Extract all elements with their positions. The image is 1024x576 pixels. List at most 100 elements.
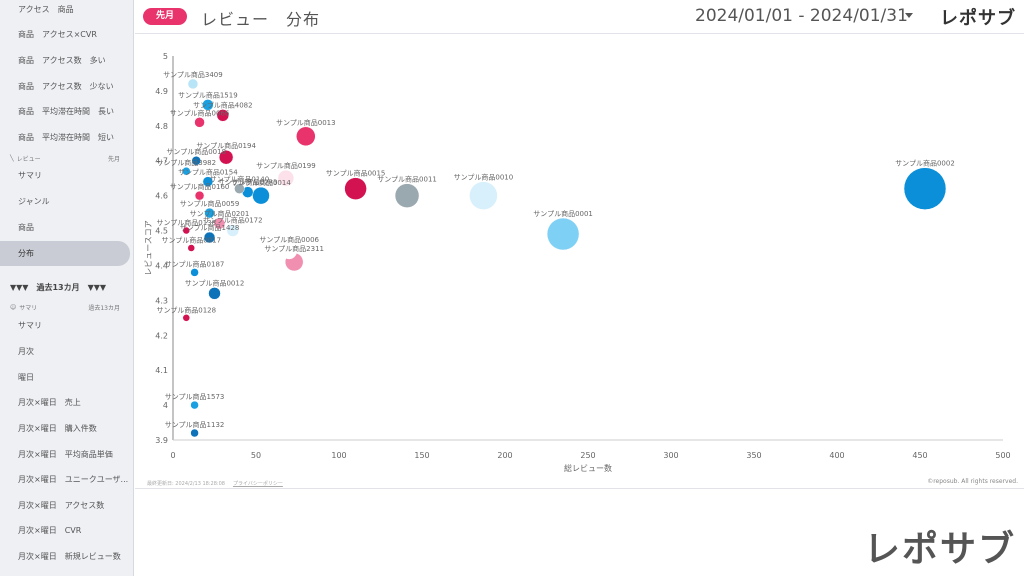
chevron-down-icon[interactable]: [905, 13, 913, 18]
sidebar-item-review-product[interactable]: 商品: [18, 223, 34, 232]
y-tick-label: 4.2: [155, 331, 168, 340]
bubble-label: サンプル商品0194: [196, 141, 256, 150]
bubble-label: サンプル商品1573: [165, 392, 225, 401]
y-tick-label: 5: [163, 52, 168, 61]
section-period: 先月: [107, 155, 120, 163]
bubble-label: サンプル商品0014: [231, 178, 291, 187]
bubble-label: サンプル商品0012: [185, 278, 245, 287]
bubble-label: サンプル商品0010: [454, 173, 514, 182]
bubble: [190, 400, 199, 410]
bubble-label: サンプル商品3982: [156, 158, 216, 167]
bubble: [213, 217, 226, 230]
bubble-label: サンプル商品0018: [166, 147, 226, 156]
sidebar-item-review-summary[interactable]: サマリ: [18, 171, 42, 180]
triangle-down-icon: ▼▼▼: [10, 283, 29, 292]
sidebar-item-summary[interactable]: サマリ: [18, 321, 42, 330]
bubble-label: サンプル商品0001: [533, 209, 593, 218]
x-tick-label: 150: [414, 451, 429, 460]
bubble-label: サンプル商品0015: [326, 169, 386, 178]
sidebar-item-product-access-cvr[interactable]: 商品 アクセス×CVR: [18, 30, 97, 39]
period-badge[interactable]: 先月: [143, 8, 187, 25]
sidebar-item-monthly-weekday-new-reviews[interactable]: 月次×曜日 新規レビュー数: [18, 552, 121, 561]
logo: レポサブ: [940, 8, 1016, 29]
x-tick-label: 250: [580, 451, 595, 460]
sidebar-item-weekday[interactable]: 曜日: [18, 373, 34, 382]
bubble-label: サンプル商品0017: [161, 236, 221, 245]
copyright: ©reposub. All rights reserved.: [927, 478, 1018, 485]
period-selector[interactable]: ▼▼▼ 過去13カ月 ▼▼▼: [10, 282, 122, 293]
sidebar-item-product-stay-short[interactable]: 商品 平均滞在時間 短い: [18, 133, 114, 142]
x-axis-title: 総レビュー数: [564, 463, 612, 473]
sidebar-item-product-stay-long[interactable]: 商品 平均滞在時間 長い: [18, 107, 114, 116]
bubble-label: サンプル商品0172: [203, 216, 263, 225]
date-range[interactable]: 2024/01/01 - 2024/01/31: [695, 6, 908, 26]
sidebar-item-monthly-weekday-purchases[interactable]: 月次×曜日 購入件数: [18, 424, 97, 433]
sidebar-item-review-genre[interactable]: ジャンル: [18, 197, 50, 206]
bubble: [191, 155, 201, 166]
bubble: [204, 207, 215, 219]
person-icon: ☺: [10, 303, 17, 311]
x-tick-label: 0: [170, 451, 175, 460]
bubble-label: サンプル商品0140: [210, 175, 270, 184]
x-tick-label: 400: [829, 451, 844, 460]
bubble-label: サンプル商品0283: [218, 178, 278, 187]
last-updated: 最終更新日: 2024/2/13 18:28:08: [147, 481, 225, 487]
bubble-label: サンプル商品1428: [180, 223, 240, 232]
bubble-label: サンプル商品1132: [165, 420, 225, 429]
sidebar-item-monthly-weekday-sales[interactable]: 月次×曜日 売上: [18, 398, 81, 407]
y-tick-label: 4.5: [155, 227, 168, 236]
bubble-label: サンプル商品0138: [156, 218, 216, 227]
bubble-label: サンプル商品0013: [276, 118, 336, 127]
bubble: [903, 167, 947, 210]
y-axis-title: レビュースコア: [144, 220, 153, 276]
sidebar-item-monthly[interactable]: 月次: [18, 347, 34, 356]
privacy-policy-link[interactable]: プライバシーポリシー: [232, 481, 283, 487]
bubble-label: サンプル商品0128: [156, 305, 216, 314]
bubble: [182, 226, 191, 235]
bubble-label: サンプル商品0201: [190, 209, 250, 218]
bubble: [226, 224, 240, 237]
bubble: [187, 244, 196, 252]
bubble: [546, 217, 580, 251]
bubble-label: サンプル商品4082: [193, 100, 253, 109]
y-tick-label: 4.6: [155, 192, 168, 201]
sidebar-item-access-product[interactable]: アクセス 商品: [18, 5, 74, 14]
sidebar: アクセス 商品 商品 アクセス×CVR 商品 アクセス数 多い 商品 アクセス数…: [0, 0, 134, 576]
bubble: [190, 428, 199, 438]
sidebar-item-monthly-weekday-unique-users[interactable]: 月次×曜日 ユニークユーザ...: [18, 475, 129, 484]
bubble-label: サンプル商品1519: [178, 90, 238, 99]
bubble: [202, 99, 214, 111]
y-tick-label: 4.8: [155, 122, 168, 131]
sidebar-item-monthly-weekday-access[interactable]: 月次×曜日 アクセス数: [18, 501, 105, 510]
section-title: レビュー: [16, 155, 41, 163]
sidebar-item-product-access-few[interactable]: 商品 アクセス数 少ない: [18, 82, 114, 91]
footnote: 最終更新日: 2024/2/13 18:28:08 プライバシーポリシー: [147, 480, 283, 487]
page-title: レビュー 分布: [201, 10, 321, 29]
bubble: [277, 169, 295, 187]
sidebar-item-review-distribution[interactable]: 分布: [0, 241, 130, 266]
y-tick-label: 4.3: [155, 296, 168, 305]
bubble: [296, 126, 316, 147]
y-tick-label: 3.9: [155, 436, 168, 445]
bubble-chart: 3.944.14.24.34.44.54.64.74.84.950 50 100 15…: [144, 52, 1011, 473]
y-tick-label: 4.4: [155, 261, 168, 270]
bubble: [182, 166, 191, 176]
bubble: [194, 117, 205, 128]
pen-icon: ╲: [10, 154, 14, 162]
bubble: [182, 314, 191, 322]
x-tick-label: 500: [995, 451, 1010, 460]
bubble-label: サンプル商品0011: [377, 175, 437, 184]
y-tick-label: 4.7: [155, 157, 168, 166]
sidebar-section-review: ╲ レビュー 先月: [0, 151, 130, 165]
bubble-label: サンプル商品0199: [256, 161, 316, 170]
bubble: [190, 268, 199, 277]
bubble-label: サンプル商品0006: [259, 235, 319, 244]
y-tick-label: 4.1: [155, 366, 168, 375]
bubble: [216, 109, 230, 122]
bubble: [252, 186, 270, 205]
sidebar-item-monthly-weekday-cvr[interactable]: 月次×曜日 CVR: [18, 526, 82, 535]
header: 先月 レビュー 分布 2024/01/01 - 2024/01/31 レポサブ: [135, 0, 1024, 34]
x-tick-label: 100: [331, 451, 346, 460]
sidebar-item-monthly-weekday-unit-price[interactable]: 月次×曜日 平均商品単価: [18, 450, 113, 459]
sidebar-item-product-access-many[interactable]: 商品 アクセス数 多い: [18, 56, 106, 65]
